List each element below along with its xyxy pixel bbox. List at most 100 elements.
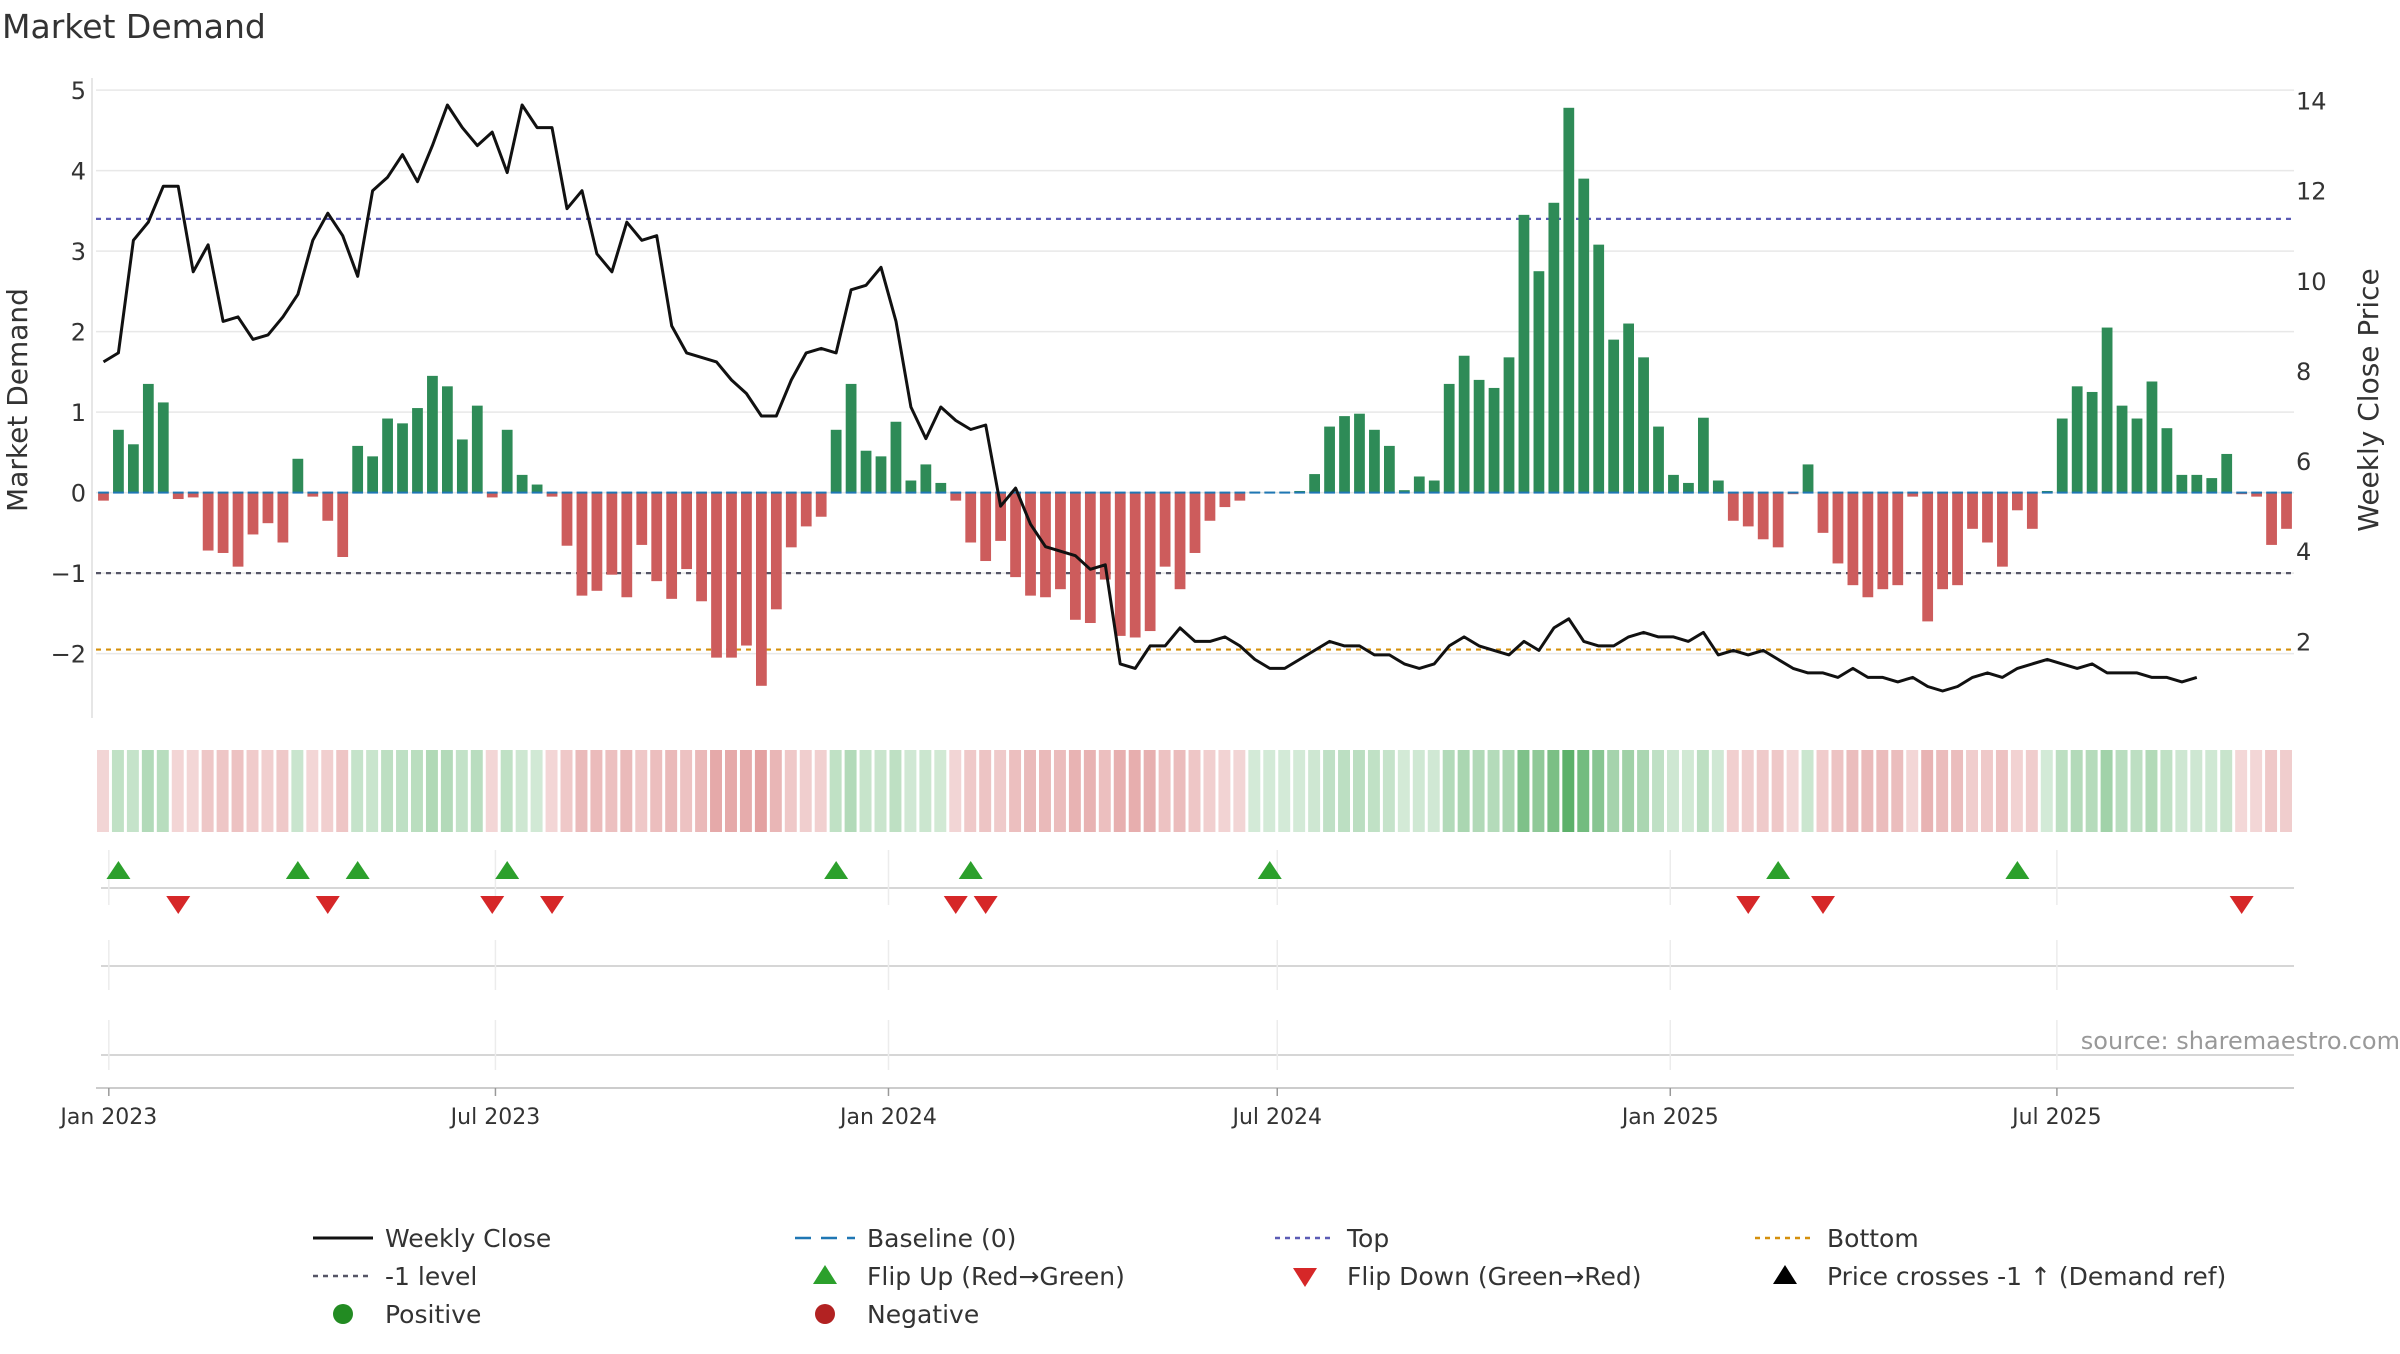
flip-up-marker	[824, 861, 849, 879]
y-tick-label-left: −2	[51, 641, 86, 669]
heat-cell	[874, 750, 887, 832]
demand-bar	[1982, 492, 1993, 543]
demand-bar	[651, 492, 663, 582]
demand-bar	[830, 429, 842, 493]
demand-bar	[785, 492, 797, 548]
demand-bar	[1638, 357, 1649, 493]
demand-bar	[1398, 490, 1410, 493]
demand-bar	[98, 492, 109, 501]
heat-cell	[590, 750, 603, 832]
heat-cell	[844, 750, 857, 832]
heat-cell	[1711, 750, 1724, 832]
heat-cell	[784, 750, 797, 832]
y-axis-label-left: Market Demand	[1, 288, 34, 512]
demand-bar	[262, 492, 274, 524]
heat-cell	[366, 750, 379, 832]
heat-cell	[231, 750, 244, 832]
demand-bar	[1055, 492, 1066, 590]
heat-cell	[934, 750, 947, 832]
demand-bar	[950, 492, 962, 501]
heat-cell	[1846, 750, 1859, 832]
demand-bar	[890, 421, 902, 493]
demand-bar	[1309, 474, 1321, 493]
heat-cell	[904, 750, 917, 832]
heat-cell	[2250, 750, 2263, 832]
demand-bar	[397, 423, 408, 493]
heat-cell	[1786, 750, 1799, 832]
heat-cell	[665, 750, 678, 832]
demand-bar	[2191, 474, 2203, 493]
y-tick-label-right: 2	[2296, 628, 2311, 656]
demand-bar	[606, 492, 618, 575]
heat-cell	[1053, 750, 1066, 832]
heat-cell	[1203, 750, 1216, 832]
heat-cell	[769, 750, 782, 832]
demand-bar	[1742, 492, 1754, 527]
flip-up-marker	[495, 861, 520, 879]
heat-cell	[1143, 750, 1156, 832]
y-tick-label-right: 12	[2296, 178, 2327, 206]
y-tick-label-left: 4	[71, 158, 86, 186]
heat-cell	[440, 750, 453, 832]
heat-cell	[111, 750, 124, 832]
flip-up-marker	[106, 861, 131, 879]
heat-cell	[2070, 750, 2083, 832]
heat-cell	[97, 750, 109, 832]
demand-bar	[2266, 492, 2277, 545]
demand-bar	[1847, 492, 1859, 586]
demand-bar	[2161, 428, 2173, 493]
demand-bar	[1084, 492, 1096, 624]
heat-cell	[171, 750, 184, 832]
heat-cell	[1233, 750, 1246, 832]
demand-bar	[382, 418, 393, 493]
heat-cell	[2025, 750, 2038, 832]
heat-cell	[1098, 750, 1111, 832]
legend-label: -1 level	[385, 1262, 477, 1291]
heat-cell	[1412, 750, 1425, 832]
heat-cell	[1457, 750, 1470, 832]
demand-bar	[755, 492, 767, 686]
heat-cell	[710, 750, 722, 832]
demand-bar	[187, 492, 199, 498]
flip-down-marker	[2229, 896, 2254, 914]
heat-cell	[1158, 750, 1171, 832]
legend-label: Negative	[867, 1300, 979, 1329]
demand-bar	[2251, 492, 2263, 497]
heat-cell	[276, 750, 289, 832]
heat-cell	[829, 750, 842, 832]
demand-bar	[1159, 492, 1171, 567]
demand-bar	[860, 450, 872, 493]
demand-bar	[726, 492, 737, 658]
demand-bar	[367, 456, 379, 493]
heat-cell	[336, 750, 349, 832]
heat-cell	[1876, 750, 1889, 832]
demand-bar	[127, 444, 139, 493]
demand-bar	[142, 383, 154, 493]
legend-label: Top	[1346, 1224, 1389, 1253]
demand-bar	[1174, 492, 1186, 590]
demand-bar	[1473, 379, 1485, 493]
demand-bar	[1129, 492, 1141, 638]
heat-cell	[2010, 750, 2023, 832]
y-tick-label-left: 3	[71, 238, 86, 266]
heat-cell	[291, 750, 304, 832]
demand-bar	[935, 482, 947, 493]
heat-cell	[1024, 750, 1036, 832]
y-tick-label-right: 8	[2296, 358, 2311, 386]
demand-bar	[591, 492, 603, 591]
flip-up-marker	[2005, 861, 2030, 879]
heat-cell	[1756, 750, 1769, 832]
demand-bar	[1234, 492, 1246, 501]
legend-swatch	[1773, 1265, 1797, 1284]
heat-cell	[1861, 750, 1874, 832]
heat-cell	[994, 750, 1007, 832]
heat-cell	[739, 750, 752, 832]
heat-cell	[725, 750, 737, 832]
demand-bar	[1189, 492, 1201, 553]
demand-bar	[2086, 391, 2098, 493]
y-axis-label-right: Weekly Close Price	[2352, 268, 2385, 531]
demand-bar	[2221, 453, 2233, 493]
demand-bar	[1772, 492, 1784, 548]
demand-bar	[2131, 418, 2143, 493]
heat-cell	[156, 750, 169, 832]
